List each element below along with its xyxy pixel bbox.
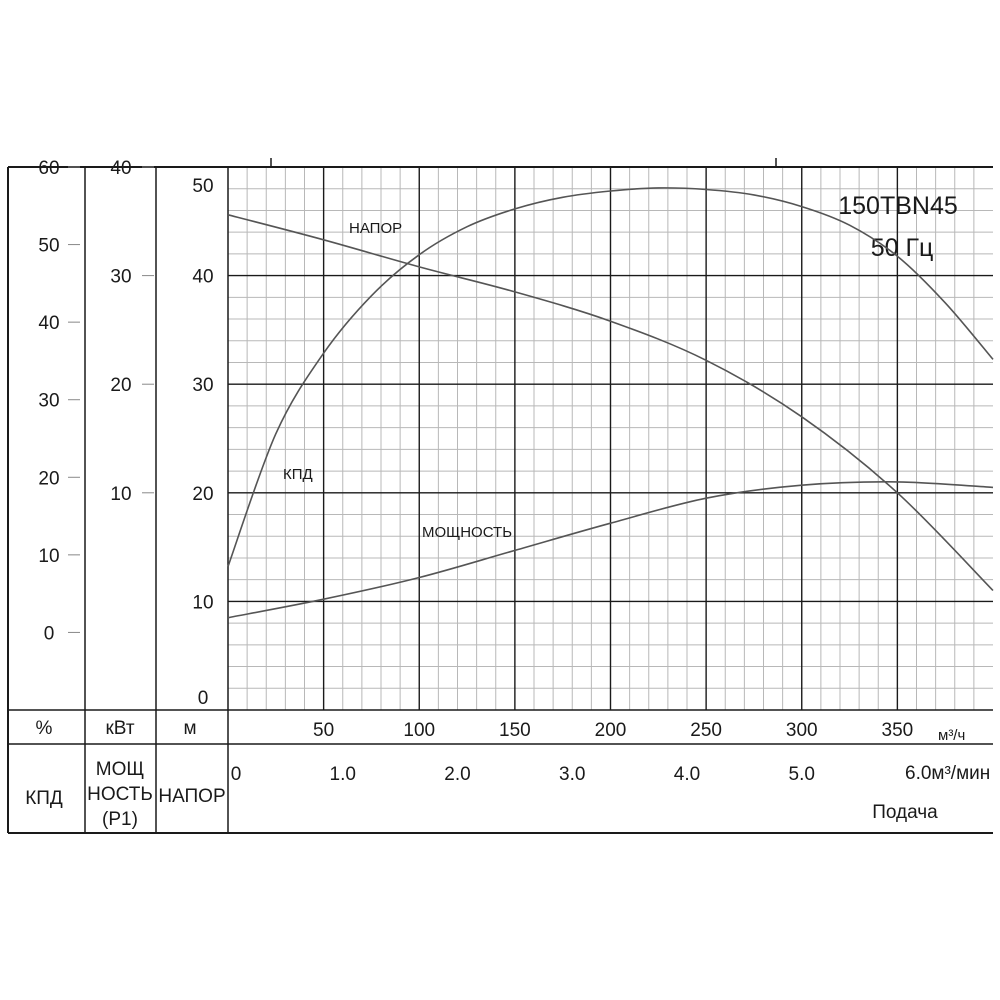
head-tick-label: 20	[192, 484, 213, 505]
head-tick-label: 0	[198, 688, 209, 709]
efficiency-tick-label: 40	[38, 313, 59, 334]
head-tick-label: 10	[192, 592, 213, 613]
x-tick-label-m3min: 4.0	[674, 764, 700, 785]
head-axis-ticks: 50 40 30 20 10 0	[192, 176, 213, 709]
head-tick-label: 50	[192, 176, 213, 197]
x-tick-label-m3h: 150	[499, 720, 531, 741]
head-curve	[227, 214, 994, 592]
power-tick-label: 10	[110, 484, 131, 505]
efficiency-curve-label: КПД	[283, 466, 313, 483]
x-tick-label-m3min: 1.0	[330, 764, 356, 785]
x-unit-m3h: м³/ч	[938, 727, 965, 744]
efficiency-tick-label: 10	[38, 546, 59, 567]
major-grid	[228, 167, 993, 710]
x-axis-ticks-m3h: 50 100 150 200 250 300 350	[313, 720, 913, 741]
x-tick-label-m3h: 50	[313, 720, 334, 741]
efficiency-curve	[227, 187, 994, 567]
head-tick-label: 30	[192, 375, 213, 396]
power-curve-label: МОЩНОСТЬ	[422, 524, 512, 541]
x-tick-label-m3min: 3.0	[559, 764, 585, 785]
power-axis-label-line2: НОСТЬ	[87, 784, 153, 805]
left-axis-tick-marks	[68, 166, 154, 633]
x-axis-ticks-m3min: 0 1.0 2.0 3.0 4.0 5.0	[231, 764, 815, 785]
efficiency-tick-label: 30	[38, 391, 59, 412]
power-tick-label: 30	[110, 267, 131, 288]
power-tick-label: 20	[110, 375, 131, 396]
x-tick-label-m3h: 100	[403, 720, 435, 741]
x-tick-label-m3min: 2.0	[444, 764, 470, 785]
head-curve-label: НАПОР	[349, 220, 402, 237]
efficiency-tick-label: 50	[38, 236, 59, 257]
chart-subtitle: 50 Гц	[871, 234, 934, 262]
chart-frame	[7, 158, 993, 834]
x-tick-label-m3h: 200	[595, 720, 627, 741]
x-tick-label-m3h: 250	[690, 720, 722, 741]
power-axis-label-line1: МОЩ	[96, 759, 145, 780]
x-tick-label-m3h: 300	[786, 720, 818, 741]
power-unit: кВт	[105, 718, 134, 739]
chart-title: 150TBN45	[838, 192, 958, 220]
head-axis-label: НАПОР	[158, 786, 225, 807]
power-curve	[227, 481, 994, 619]
x-tick-label-m3min: 5.0	[789, 764, 815, 785]
x-axis-label: Подача	[872, 802, 938, 823]
head-unit: м	[183, 718, 196, 739]
power-axis-label-line3: (P1)	[102, 809, 138, 830]
efficiency-tick-label: 60	[38, 158, 59, 179]
x-tick-label-m3min: 0	[231, 764, 242, 785]
power-tick-label: 40	[110, 158, 131, 179]
x-unit-m3min: 6.0м³/мин	[905, 763, 990, 784]
head-tick-label: 40	[192, 267, 213, 288]
efficiency-axis-ticks: 60 50 40 30 20 10 0	[38, 158, 59, 644]
power-axis-ticks: 40 30 20 10	[110, 158, 131, 505]
efficiency-tick-label: 0	[44, 623, 55, 644]
efficiency-axis-label: КПД	[25, 788, 63, 809]
efficiency-tick-label: 20	[38, 468, 59, 489]
x-tick-label-m3h: 350	[882, 720, 914, 741]
efficiency-unit: %	[36, 718, 53, 739]
